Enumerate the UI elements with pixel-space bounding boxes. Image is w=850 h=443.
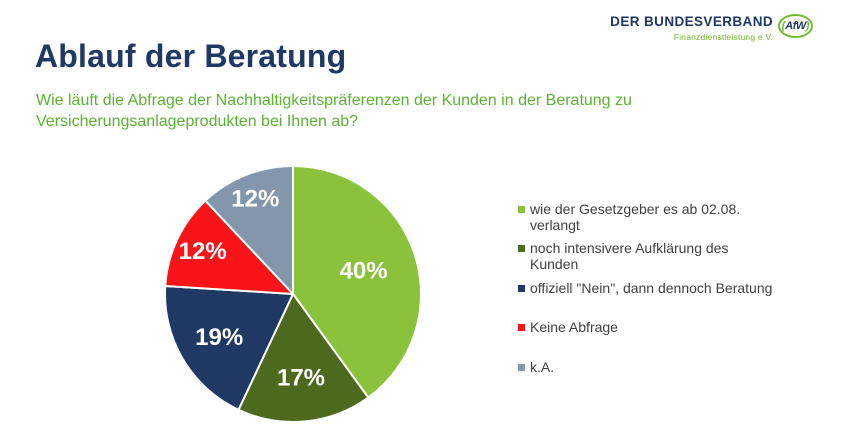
logo-org-subtitle: Finanzdienstleistung e.V. xyxy=(673,31,773,42)
survey-question: Wie läuft die Abfrage der Nachhaltigkeit… xyxy=(36,92,632,130)
pie-slice-label-2: 19% xyxy=(195,324,243,351)
pie-slice-1 xyxy=(237,293,370,423)
legend-swatch-icon-1 xyxy=(518,245,525,253)
pie-slice-label-3: 12% xyxy=(179,238,227,265)
pie-slice-4 xyxy=(204,165,294,295)
legend-item-4: k.A. xyxy=(518,358,828,399)
pie-slice-0 xyxy=(292,165,422,399)
pie-chart: 40% 17% 19% 12%12% xyxy=(164,165,422,423)
pie-slice-3 xyxy=(164,199,294,295)
logo-text-block: DER BUNDESVERBAND Finanzdienstleistung e… xyxy=(610,14,773,42)
legend-item-2: offiziell "Nein", dann dennoch Beratung xyxy=(518,279,828,320)
afw-badge-paren-right: ) xyxy=(805,19,810,32)
pie-chart-container: 40% 17% 19% 12% 12% xyxy=(153,154,433,434)
legend-item-0: wie der Gesetzgeber es ab 02.08. verlang… xyxy=(518,201,828,241)
legend-item-3: Keine Abfrage xyxy=(518,319,828,359)
pie-slice-label-4: 12% xyxy=(231,185,279,212)
legend-label-3: Keine Abfrage xyxy=(530,319,618,336)
afw-badge-text: AfW xyxy=(785,19,806,32)
logo-org-name: DER BUNDESVERBAND xyxy=(610,14,773,29)
afw-badge-paren-left: ( xyxy=(781,19,786,32)
legend-swatch-icon-0 xyxy=(518,206,525,213)
chart-legend: wie der Gesetzgeber es ab 02.08. verlang… xyxy=(518,201,828,399)
legend-item-1: noch intensivere Aufklärung des Kunden xyxy=(518,241,828,280)
legend-label-4: k.A. xyxy=(530,358,555,375)
pie-slice-label-0: 40% xyxy=(340,258,388,285)
page-title: Ablauf der Beratung xyxy=(35,38,347,74)
afw-logo: DER BUNDESVERBAND Finanzdienstleistung e… xyxy=(610,14,813,42)
pie-slice-label-1: 17% xyxy=(277,365,325,392)
legend-swatch-icon-2 xyxy=(518,284,525,292)
legend-swatch-icon-4 xyxy=(518,363,525,371)
legend-label-0: wie der Gesetzgeber es ab 02.08. verlang… xyxy=(530,201,741,233)
legend-label-1: noch intensivere Aufklärung des Kunden xyxy=(530,240,729,273)
legend-label-2: offiziell "Nein", dann dennoch Beratung xyxy=(530,279,773,296)
afw-badge-icon: (AfW) xyxy=(778,14,813,38)
legend-swatch-icon-3 xyxy=(518,324,525,332)
pie-slice-2 xyxy=(164,284,294,411)
